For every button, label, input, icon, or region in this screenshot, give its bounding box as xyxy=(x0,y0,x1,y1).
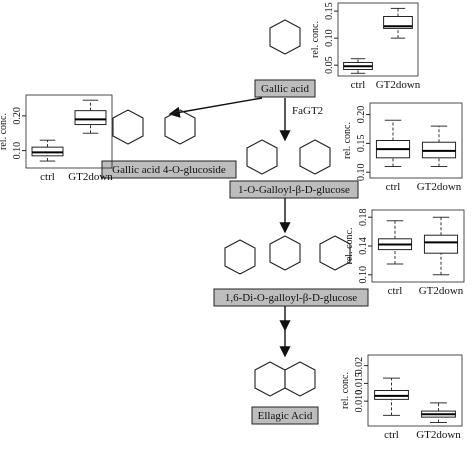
molecule xyxy=(299,139,331,175)
y-tick-label: 0.10 xyxy=(324,29,335,47)
box xyxy=(423,234,459,254)
x-tick-label: GT2down xyxy=(376,79,421,91)
y-tick-label: 0.10 xyxy=(12,142,23,160)
plot-frame xyxy=(25,94,113,169)
y-tick-label: 0.015 xyxy=(354,372,365,395)
arrows xyxy=(168,97,291,358)
y-tick-label: 0.10 xyxy=(358,266,369,284)
molecules xyxy=(112,19,351,397)
molecule xyxy=(319,235,351,271)
compound-box xyxy=(254,79,316,98)
y-tick-label: 0.010 xyxy=(354,390,365,413)
compound-label: Gallic acid 4-O-glucoside xyxy=(112,164,226,176)
molecule xyxy=(254,361,286,397)
arrow xyxy=(168,97,263,118)
y-tick-label: 0.05 xyxy=(324,56,335,74)
molecule xyxy=(269,235,301,271)
y-tick-label: 0.20 xyxy=(356,106,367,124)
y-tick-label: 0.15 xyxy=(324,2,335,20)
enzyme-label: FaGT2 xyxy=(292,105,323,117)
y-tick-label: 0.18 xyxy=(358,208,369,226)
box xyxy=(383,16,413,29)
molecule xyxy=(164,109,196,145)
x-tick-label: ctrl xyxy=(351,79,366,91)
compound-label: 1-O-Galloyl-β-D-glucose xyxy=(238,184,350,196)
compound-box xyxy=(213,288,369,307)
box xyxy=(74,110,107,126)
x-tick-label: ctrl xyxy=(40,171,55,183)
x-tick-label: ctrl xyxy=(384,429,399,441)
y-axis-label: rel. conc. xyxy=(342,122,353,159)
compound-box xyxy=(101,160,237,179)
y-tick-label: 0.20 xyxy=(12,107,23,125)
molecule xyxy=(284,361,316,397)
y-tick-label: 0.02 xyxy=(354,357,365,375)
y-tick-label: 0.15 xyxy=(356,135,367,153)
compound-box xyxy=(251,406,319,425)
x-tick-label: GT2down xyxy=(68,171,113,183)
x-tick-label: ctrl xyxy=(386,181,401,193)
molecule xyxy=(224,239,256,275)
plot-frame xyxy=(337,2,419,77)
y-axis-label: rel. conc. xyxy=(310,21,321,58)
y-axis-label: rel. conc. xyxy=(0,113,9,150)
y-tick-label: 0.10 xyxy=(356,163,367,181)
compound-label: Ellagic Acid xyxy=(258,410,313,422)
y-tick-label: 0.14 xyxy=(358,237,369,255)
compound-label: 1,6-Di-O-galloyl-β-D-glucose xyxy=(225,292,357,304)
molecule xyxy=(112,109,144,145)
x-tick-label: GT2down xyxy=(416,429,461,441)
molecule xyxy=(246,139,278,175)
y-axis-label: rel. conc. xyxy=(340,372,351,409)
compound-label: Gallic acid xyxy=(261,83,309,95)
x-tick-label: ctrl xyxy=(388,285,403,297)
x-tick-label: GT2down xyxy=(417,181,462,193)
y-axis-label: rel. conc. xyxy=(344,228,355,265)
plot-frame xyxy=(367,354,463,427)
x-tick-label: GT2down xyxy=(419,285,464,297)
plot-frame xyxy=(369,102,463,179)
compound-box xyxy=(229,180,359,199)
molecule xyxy=(269,19,301,55)
